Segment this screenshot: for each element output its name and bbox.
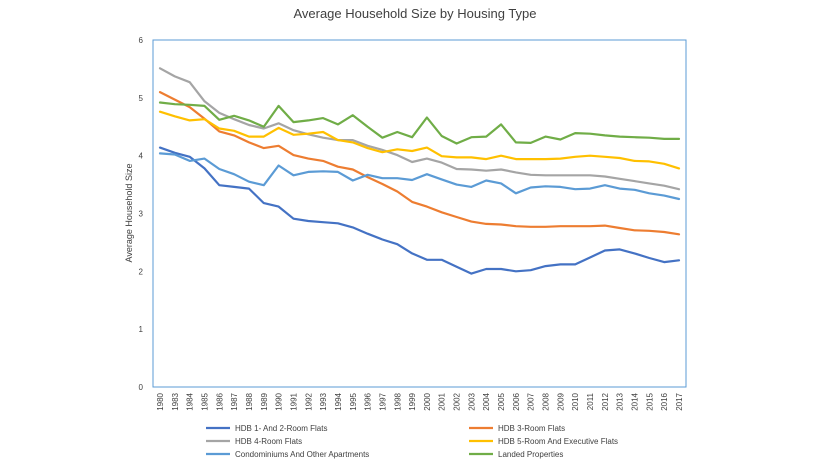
series-line-3 xyxy=(158,110,681,170)
y-tick-label: 6 xyxy=(139,36,144,45)
x-tick-label: 2006 xyxy=(512,392,521,410)
legend-label-4: Condominiums And Other Apartments xyxy=(235,450,369,459)
y-ticks: 0 1 2 3 4 5 6 xyxy=(139,36,144,392)
series-line-1 xyxy=(158,90,681,236)
x-tick-label: 2012 xyxy=(601,392,610,410)
legend-label-5: Landed Properties xyxy=(498,450,563,459)
plot-area-border xyxy=(152,39,687,388)
x-tick-label: 2002 xyxy=(453,392,462,410)
x-tick-label: 2014 xyxy=(631,392,640,410)
x-tick-label: 2007 xyxy=(527,392,536,410)
x-tick-label: 2013 xyxy=(616,392,625,410)
x-tick-label: 1989 xyxy=(260,392,269,410)
x-tick-label: 1996 xyxy=(364,392,373,410)
series-lines xyxy=(158,67,681,275)
y-tick-label: 2 xyxy=(139,267,144,276)
x-ticks: 1980 1983 1984 1985 1986 1987 1988 1989 1990 1991… xyxy=(156,392,684,410)
x-tick-label: 2000 xyxy=(423,392,432,410)
x-tick-label: 2004 xyxy=(482,392,491,410)
y-tick-label: 1 xyxy=(139,325,144,334)
series-line-0 xyxy=(158,146,681,275)
x-tick-label: 2017 xyxy=(675,392,684,410)
x-tick-label: 1999 xyxy=(408,392,417,410)
x-tick-label: 2005 xyxy=(497,392,506,410)
x-tick-label: 2015 xyxy=(645,392,654,410)
x-tick-label: 1990 xyxy=(275,392,284,410)
x-tick-label: 1993 xyxy=(319,392,328,410)
x-tick-label: 1983 xyxy=(171,392,180,410)
y-tick-label: 4 xyxy=(139,152,144,161)
y-tick-label: 0 xyxy=(139,383,144,392)
legend-label-1: HDB 3-Room Flats xyxy=(498,424,565,433)
x-tick-label: 2008 xyxy=(542,392,551,410)
legend-label-2: HDB 4-Room Flats xyxy=(235,437,302,446)
chart-title: Average Household Size by Housing Type xyxy=(293,6,537,21)
x-tick-label: 1988 xyxy=(245,392,254,410)
y-tick-label: 5 xyxy=(139,94,144,103)
series-line-5 xyxy=(158,101,681,145)
y-tick-label: 3 xyxy=(139,210,144,219)
x-tick-label: 1984 xyxy=(186,392,195,410)
x-tick-label: 2001 xyxy=(438,392,447,410)
x-tick-label: 1994 xyxy=(334,392,343,410)
x-tick-label: 1991 xyxy=(289,392,298,410)
series-line-2 xyxy=(158,67,681,191)
x-tick-label: 1998 xyxy=(393,392,402,410)
x-tick-label: 1997 xyxy=(378,392,387,410)
y-axis-label: Average Household Size xyxy=(124,164,134,263)
x-tick-label: 2010 xyxy=(571,392,580,410)
x-tick-label: 1995 xyxy=(349,392,358,410)
x-tick-label: 2009 xyxy=(556,392,565,410)
x-tick-label: 1980 xyxy=(156,392,165,410)
legend: HDB 1- And 2-Room Flats HDB 3-Room Flats H… xyxy=(206,424,618,459)
x-tick-label: 2011 xyxy=(586,392,595,410)
x-tick-label: 1985 xyxy=(200,392,209,410)
legend-label-0: HDB 1- And 2-Room Flats xyxy=(235,424,327,433)
series-line-4 xyxy=(158,152,681,201)
x-tick-label: 2016 xyxy=(660,392,669,410)
x-tick-label: 1987 xyxy=(230,392,239,410)
x-tick-label: 2003 xyxy=(467,392,476,410)
x-tick-label: 1986 xyxy=(215,392,224,410)
x-tick-label: 1992 xyxy=(304,392,313,410)
legend-label-3: HDB 5-Room And Executive Flats xyxy=(498,437,618,446)
